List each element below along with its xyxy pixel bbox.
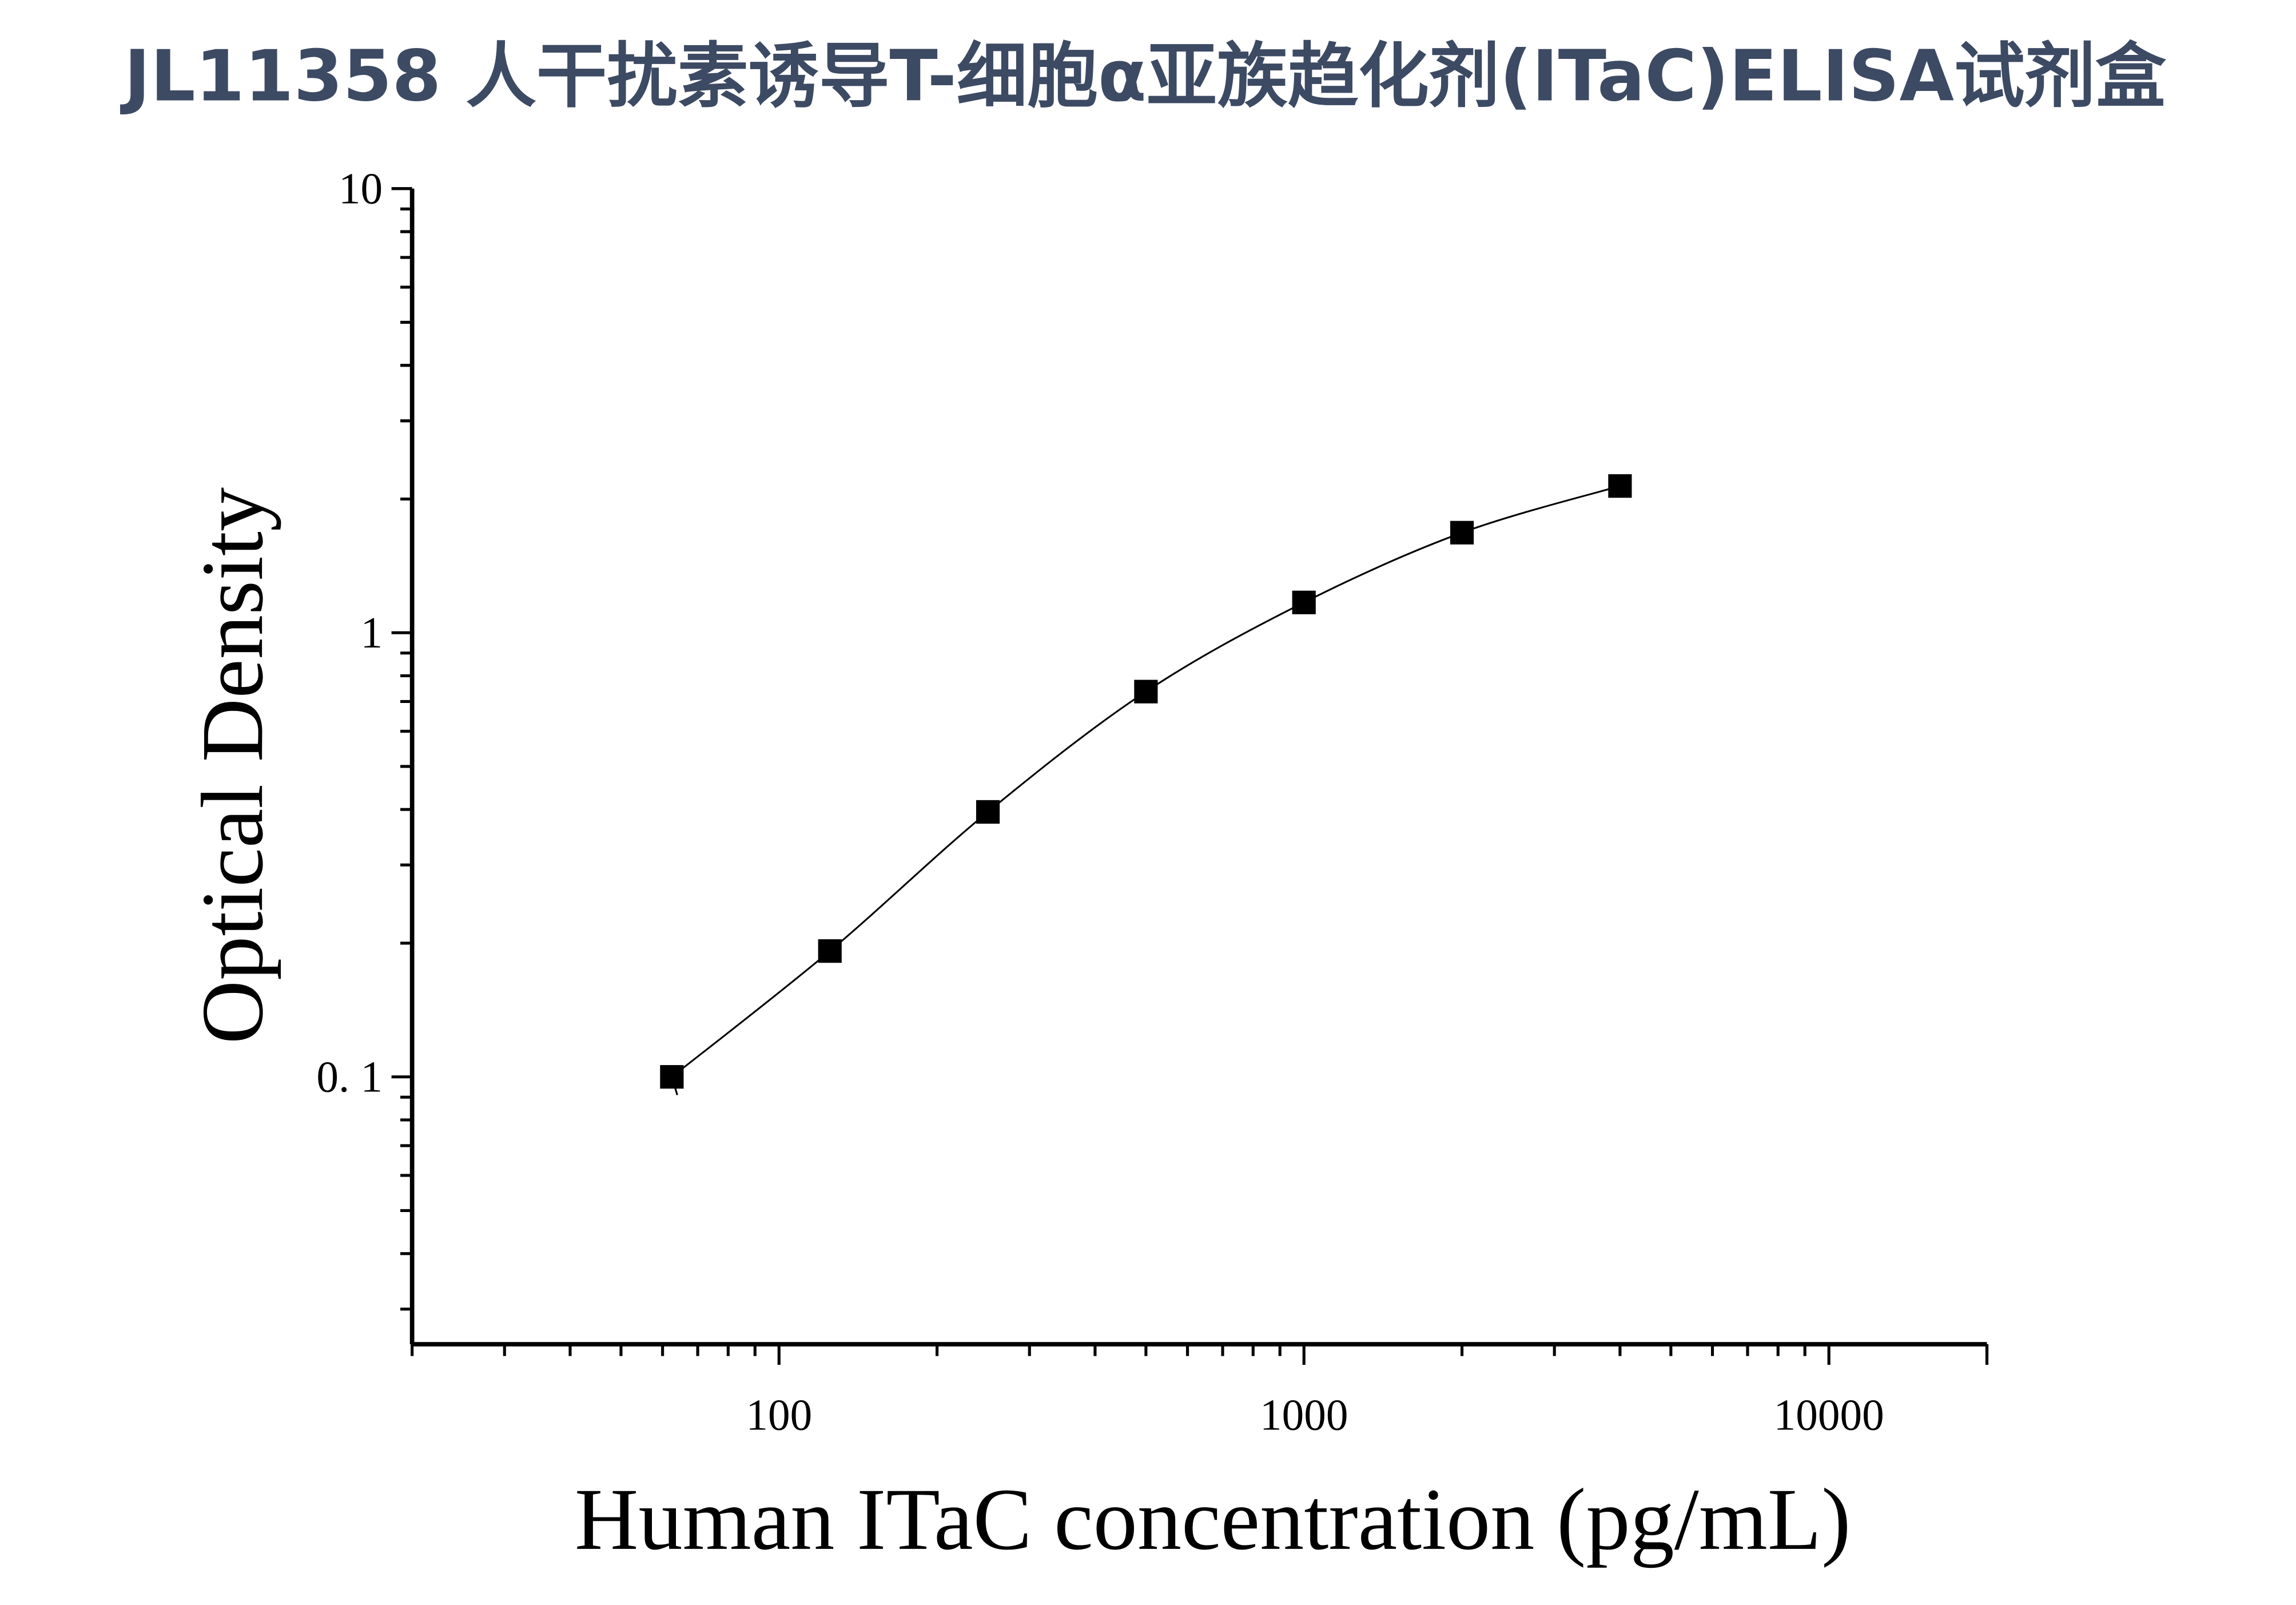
x-tick-label: 1000 [1260, 1390, 1348, 1439]
fit-curve [671, 485, 1621, 1095]
data-points [660, 474, 1632, 1089]
x-tick-label: 10000 [1774, 1390, 1884, 1439]
data-point [660, 1065, 684, 1089]
chart-title: JL11358 人干扰素诱导T-细胞α亚族趋化剂(ITaC)ELISA试剂盒 [120, 35, 2166, 117]
data-point [818, 939, 842, 963]
data-point [1134, 680, 1158, 704]
y-tick-label: 10 [339, 164, 383, 213]
y-tick-label: 1 [361, 608, 383, 657]
x-axis-label: Human ITaC concentration (pg/mL) [575, 1471, 1851, 1568]
data-point [1292, 590, 1316, 614]
y-tick-label: 0. 1 [316, 1052, 383, 1101]
data-point [976, 800, 1000, 824]
data-point [1608, 474, 1632, 498]
x-tick-label: 100 [746, 1390, 812, 1439]
axes [391, 187, 1989, 1365]
y-axis-label: Optical Density [184, 487, 281, 1044]
data-point [1450, 521, 1474, 545]
tick-labels: 100 1000 10000 0. 1 1 10 [316, 164, 1884, 1439]
